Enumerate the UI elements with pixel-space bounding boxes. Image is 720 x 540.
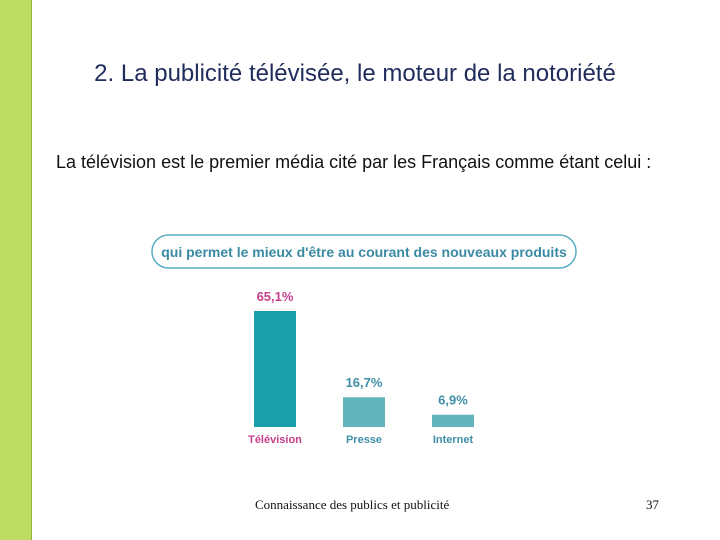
slide-subtitle: La télévision est le premier média cité … — [56, 152, 652, 172]
value-label-0: 65,1% — [257, 289, 294, 304]
value-label-1: 16,7% — [346, 375, 383, 390]
category-label-2: Internet — [433, 434, 474, 446]
chart-title: qui permet le mieux d'être au courant de… — [161, 244, 567, 260]
category-label-1: Presse — [346, 434, 382, 446]
bar-0 — [254, 311, 296, 427]
category-label-0: Télévision — [248, 434, 302, 446]
page-number: 37 — [646, 497, 659, 512]
bar-1 — [343, 397, 385, 427]
bars-group: 65,1% Télévision 16,7% Presse 6,9% Internet — [248, 289, 474, 446]
value-label-2: 6,9% — [438, 393, 468, 408]
bar-2 — [432, 414, 474, 427]
slide-footer: Connaissance des publics et publicité — [255, 497, 450, 512]
chart-title-pill — [151, 234, 577, 269]
side-accent-bar — [0, 0, 32, 540]
slide-title: 2. La publicité télévisée, le moteur de … — [94, 60, 616, 87]
bar-chart: qui permet le mieux d'être au courant de… — [151, 234, 577, 446]
